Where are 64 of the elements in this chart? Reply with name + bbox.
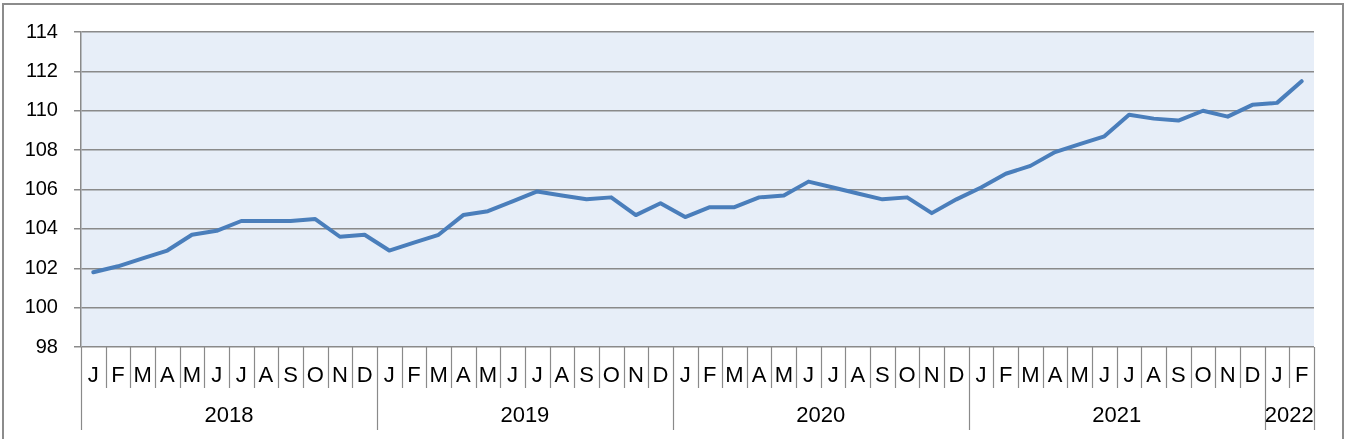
x-tick-label: J	[975, 362, 987, 388]
x-tick-label: J	[827, 362, 839, 388]
x-tick-label: O	[1194, 362, 1212, 388]
x-tick-label: A	[751, 362, 767, 388]
x-tick-label: J	[531, 362, 543, 388]
x-tick-label: J	[679, 362, 691, 388]
text: 2020	[796, 402, 846, 428]
x-tick-label: S	[875, 362, 890, 388]
x-tick-label: N	[1219, 362, 1236, 388]
x-tick-label: J	[802, 362, 814, 388]
x-tick-label: F	[111, 362, 125, 388]
text: 2021	[1092, 402, 1142, 428]
x-tick-label: D	[356, 362, 373, 388]
y-tick-label: 100	[24, 295, 58, 318]
x-tick-label: A	[159, 362, 175, 388]
x-tick-label: J	[1123, 362, 1135, 388]
x-tick-label: J	[235, 362, 247, 388]
x-tick-label: M	[1021, 362, 1040, 388]
x-tick-label: J	[383, 362, 395, 388]
x-tick-label: N	[627, 362, 644, 388]
x-tick-label: F	[999, 362, 1013, 388]
y-tick-label: 98	[35, 334, 58, 357]
x-tick-label: O	[306, 362, 324, 388]
x-tick-label: M	[1070, 362, 1089, 388]
x-tick-label: S	[579, 362, 594, 388]
x-tick-label: O	[602, 362, 620, 388]
x-tick-label: A	[258, 362, 274, 388]
x-tick-label: A	[455, 362, 471, 388]
y-tick-label: 110	[26, 98, 58, 121]
text: 2022	[1264, 402, 1314, 428]
text: 2019	[500, 402, 550, 428]
y-tick-label: 112	[26, 58, 58, 81]
x-tick-label: S	[283, 362, 298, 388]
x-tick-label: F	[1294, 362, 1309, 388]
y-tick-label: 104	[24, 216, 58, 239]
x-tick-label: N	[331, 362, 348, 388]
x-tick-label: N	[923, 362, 940, 388]
x-tick-label: M	[429, 362, 448, 388]
x-tick-label: J	[1098, 362, 1110, 388]
x-tick-label: S	[1171, 362, 1186, 388]
x-tick-label: D	[652, 362, 669, 388]
x-tick-label: A	[1146, 362, 1162, 388]
x-tick-label: J	[1271, 362, 1283, 388]
x-tick-label: A	[850, 362, 866, 388]
x-tick-label: A	[554, 362, 570, 388]
y-tick-label: 108	[24, 137, 58, 160]
x-tick-label: F	[703, 362, 717, 388]
x-tick-label: D	[1244, 362, 1261, 388]
text: 2018	[204, 402, 254, 428]
x-tick-label: J	[211, 362, 223, 388]
x-tick-label: M	[133, 362, 152, 388]
x-tick-label: O	[898, 362, 916, 388]
x-tick-label: M	[478, 362, 498, 388]
x-tick-label: A	[1047, 362, 1063, 388]
x-tick-label: J	[507, 362, 519, 388]
x-tick-label: M	[725, 362, 744, 388]
y-tick-label: 106	[24, 177, 58, 200]
x-tick-label: M	[182, 362, 202, 388]
x-tick-label: D	[948, 362, 965, 388]
y-tick-label: 114	[26, 19, 58, 42]
x-tick-label: M	[774, 362, 793, 388]
y-tick-label: 102	[24, 255, 58, 278]
x-tick-label: F	[407, 362, 421, 388]
x-tick-label: J	[87, 362, 99, 388]
